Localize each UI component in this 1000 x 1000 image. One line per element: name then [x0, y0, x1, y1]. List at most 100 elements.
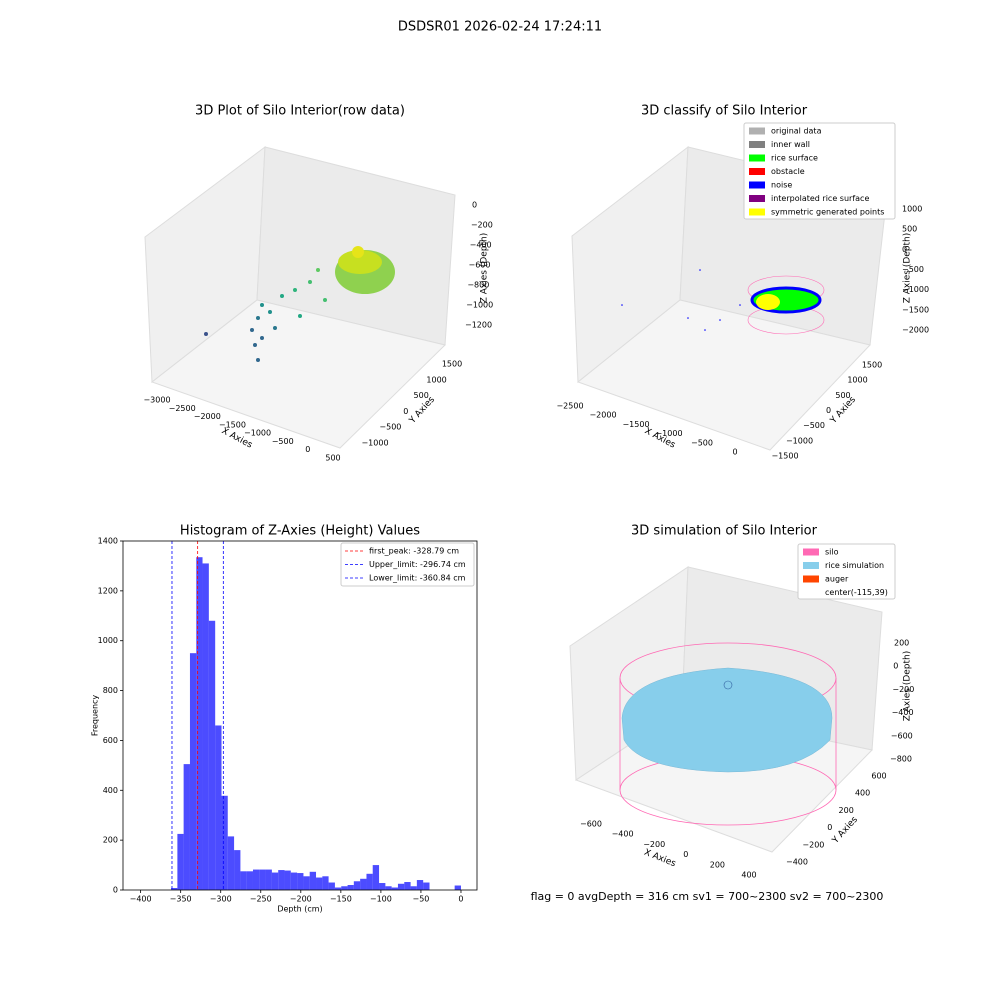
x-tick-label: −250 [250, 895, 272, 904]
bar [215, 725, 222, 890]
x-tick-label: −600 [580, 820, 602, 829]
x-tick-label: −3000 [143, 396, 170, 405]
x-tick-label: −2500 [556, 402, 583, 411]
bar [227, 836, 235, 890]
legend-swatch [749, 168, 765, 175]
legend-label: rice surface [771, 154, 818, 163]
noise-point [704, 329, 706, 331]
legend-swatch [803, 562, 819, 569]
bar [334, 887, 342, 890]
y-tick-label: 0 [403, 407, 408, 416]
x-tick-label: −400 [612, 830, 634, 839]
x-tick-label: −100 [370, 895, 392, 904]
point [253, 343, 257, 347]
bar [341, 886, 348, 890]
x-tick-label: −1000 [244, 429, 271, 438]
y-tick-label: 200 [839, 806, 854, 815]
bar [303, 876, 310, 890]
bar [252, 869, 260, 890]
point-cloud [204, 246, 395, 362]
noise-point [739, 304, 741, 306]
z-tick-label: −200 [471, 221, 493, 230]
z-tick-label: −1500 [902, 305, 929, 314]
y-tick-label: 1000 [426, 375, 446, 384]
z-axis-label: Z Axies (Depth) [480, 233, 490, 304]
legend-label: interpolated rice surface [771, 194, 869, 203]
point [316, 268, 320, 272]
bar [416, 880, 424, 890]
noise-point [621, 304, 623, 306]
point [308, 280, 312, 284]
point [280, 294, 284, 298]
bar [278, 870, 285, 890]
x-tick-label: −150 [330, 895, 352, 904]
chart-title: 3D simulation of Silo Interior [631, 524, 818, 539]
decor-3d [204, 246, 837, 826]
x-tick-label: 500 [325, 454, 340, 463]
cloud-blob [338, 250, 382, 274]
noise-point [719, 319, 721, 321]
bar [189, 653, 197, 890]
legend-swatch [749, 181, 765, 189]
x-tick-label: −200 [290, 895, 312, 904]
bar [171, 888, 178, 890]
y-tick-label: 500 [414, 391, 429, 400]
x-tick-label: −1000 [655, 429, 682, 438]
legend-label: obstacle [771, 167, 805, 176]
classified-cloud [621, 269, 825, 335]
point [260, 303, 264, 307]
center-mark [723, 680, 733, 690]
z-tick-label: 1000 [902, 205, 922, 214]
z-tick-label: −1000 [902, 285, 929, 294]
y-tick-label: −500 [379, 423, 401, 432]
y-tick-label: −500 [803, 421, 825, 430]
legend-swatch [803, 575, 819, 583]
bar [177, 833, 184, 890]
chart-title: 3D Plot of Silo Interior(row data) [195, 104, 405, 119]
bar [183, 764, 190, 890]
z-tick-label: −400 [892, 708, 914, 717]
x-tick-label: −2500 [169, 404, 196, 413]
generated-points [756, 294, 780, 310]
y-tick-label: 0 [113, 886, 118, 895]
legend-swatch [749, 154, 765, 162]
y-tick-label: 1000 [98, 636, 118, 645]
y-tick-label: −1500 [771, 452, 798, 461]
bar [347, 885, 354, 890]
legend-label: silo [825, 548, 839, 557]
bar [246, 871, 253, 890]
y-axis-label: Frequency [91, 695, 100, 737]
x-tick-label: −50 [412, 895, 429, 904]
z-tick-label: 0 [902, 245, 907, 254]
y-tick-label: −400 [786, 858, 808, 867]
y-tick-label: 0 [826, 406, 831, 415]
point [268, 310, 272, 314]
cloud-blob [352, 246, 364, 258]
bar [265, 869, 272, 890]
y-tick-label: 0 [827, 823, 832, 832]
bar [322, 876, 329, 890]
bar [202, 563, 209, 890]
noise-point [699, 269, 701, 271]
z-tick-label: −200 [892, 685, 914, 694]
bar [353, 881, 361, 890]
legend-label: noise [771, 181, 792, 190]
point [323, 298, 327, 302]
x-tick-label: −2000 [589, 411, 616, 420]
noise-point [687, 317, 689, 319]
point [293, 288, 297, 292]
x-tick-label: 0 [732, 448, 737, 457]
legend-label: Lower_limit: -360.84 cm [369, 574, 466, 583]
legend-swatch [749, 195, 765, 202]
figure-title: DSDSR01 2026-02-24 17:24:11 [398, 20, 602, 35]
z-tick-label: 200 [894, 639, 909, 648]
rice-simulation [621, 667, 833, 773]
point [204, 332, 208, 336]
pane [576, 299, 871, 451]
pane [150, 299, 446, 449]
point [298, 314, 302, 318]
legend-swatch [749, 208, 765, 216]
bar [366, 873, 373, 890]
point [273, 326, 277, 330]
